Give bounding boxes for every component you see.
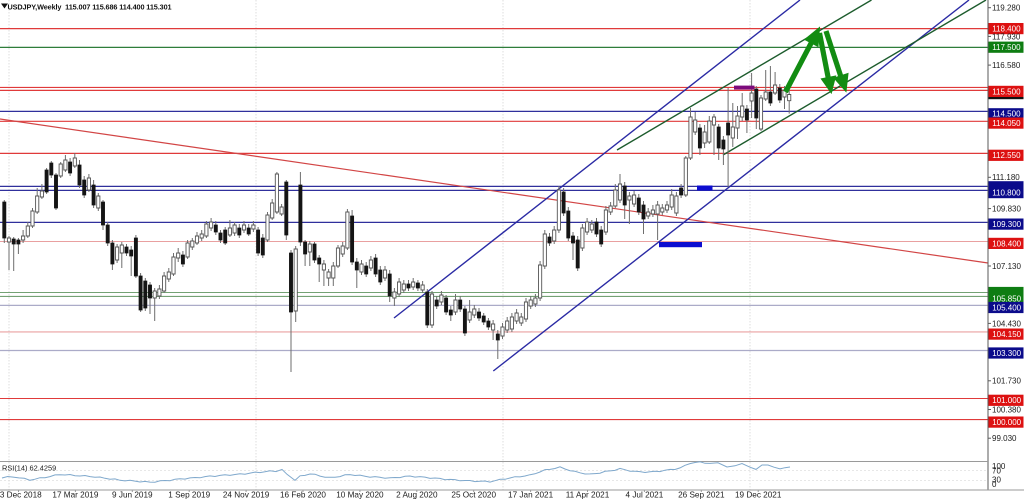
svg-text:23 Dec 2018: 23 Dec 2018 xyxy=(0,491,42,500)
svg-text:104.430: 104.430 xyxy=(992,319,1021,328)
svg-text:110.800: 110.800 xyxy=(992,189,1021,198)
svg-text:108.400: 108.400 xyxy=(992,239,1021,248)
svg-text:112.550: 112.550 xyxy=(992,151,1021,160)
svg-text:105.400: 105.400 xyxy=(992,303,1021,312)
svg-text:26 Sep 2021: 26 Sep 2021 xyxy=(678,491,725,500)
svg-text:11 Apr 2021: 11 Apr 2021 xyxy=(566,491,610,500)
svg-text:119.280: 119.280 xyxy=(992,4,1021,13)
svg-text:17 Mar 2019: 17 Mar 2019 xyxy=(52,491,98,500)
svg-text:114.500: 114.500 xyxy=(992,110,1021,119)
svg-text:114.050: 114.050 xyxy=(992,119,1021,128)
svg-text:RSI(14) 62.4259: RSI(14) 62.4259 xyxy=(2,464,56,473)
svg-text:118.400: 118.400 xyxy=(992,25,1021,34)
svg-text:19 Dec 2021: 19 Dec 2021 xyxy=(735,491,782,500)
svg-text:2 Aug 2020: 2 Aug 2020 xyxy=(396,491,438,500)
svg-text:109.300: 109.300 xyxy=(992,220,1021,229)
svg-text:105.850: 105.850 xyxy=(992,295,1021,304)
svg-text:100: 100 xyxy=(992,462,1006,471)
svg-text:100.380: 100.380 xyxy=(992,405,1021,414)
svg-text:1 Sep 2019: 1 Sep 2019 xyxy=(168,491,210,500)
svg-text:117.930: 117.930 xyxy=(992,32,1021,41)
svg-text:25 Oct 2020: 25 Oct 2020 xyxy=(451,491,496,500)
svg-text:30: 30 xyxy=(992,475,1001,484)
svg-text:10 May 2020: 10 May 2020 xyxy=(336,491,384,500)
svg-text:USDJPY,Weekly 115.007 115.686: USDJPY,Weekly 115.007 115.686 114.400 11… xyxy=(8,3,172,12)
svg-text:101.730: 101.730 xyxy=(992,377,1021,386)
svg-text:101.000: 101.000 xyxy=(992,396,1021,405)
svg-text:109.830: 109.830 xyxy=(992,205,1021,214)
svg-text:4 Jul 2021: 4 Jul 2021 xyxy=(626,491,664,500)
svg-text:9 Jun 2019: 9 Jun 2019 xyxy=(112,491,153,500)
svg-text:117.500: 117.500 xyxy=(992,43,1021,52)
svg-text:107.130: 107.130 xyxy=(992,262,1021,271)
svg-text:0: 0 xyxy=(992,480,997,489)
svg-text:111.180: 111.180 xyxy=(992,173,1020,182)
svg-text:115.500: 115.500 xyxy=(992,87,1021,96)
svg-text:99.030: 99.030 xyxy=(992,434,1017,443)
svg-text:24 Nov 2019: 24 Nov 2019 xyxy=(223,491,270,500)
svg-text:100.000: 100.000 xyxy=(992,418,1021,427)
svg-text:70: 70 xyxy=(992,466,1001,475)
svg-text:103.300: 103.300 xyxy=(992,349,1021,358)
svg-text:116.580: 116.580 xyxy=(992,61,1021,70)
svg-text:17 Jan 2021: 17 Jan 2021 xyxy=(508,491,554,500)
svg-text:16 Feb 2020: 16 Feb 2020 xyxy=(280,491,326,500)
svg-text:104.150: 104.150 xyxy=(992,330,1021,339)
